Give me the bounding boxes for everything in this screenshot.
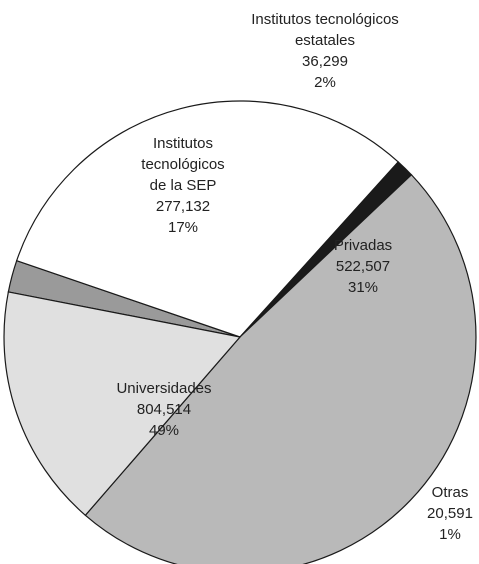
slice-name: tecnológicos (141, 156, 224, 173)
slice-percent: 1% (439, 526, 461, 543)
slice-name: Otras (432, 484, 469, 501)
slice-value: 277,132 (156, 198, 210, 215)
slice-name: Institutos tecnológicos (251, 11, 399, 28)
slice-label: Institutos tecnológicos de la SEP 277,132 17… (141, 135, 224, 236)
slice-value: 804,514 (137, 401, 191, 418)
pie-slice (3, 291, 242, 517)
slice-name: Privadas (334, 237, 392, 254)
slice-percent: 17% (168, 219, 198, 236)
slice-name: de la SEP (150, 177, 217, 194)
slice-name: Institutos (153, 135, 213, 152)
slice-label: Privadas 522,507 31% (334, 237, 392, 296)
slice-label: Institutos tecnológicos estatales 36,299 2% (251, 11, 399, 91)
slice-label: Otras 20,591 1% (427, 484, 473, 543)
pie-slice (15, 100, 400, 338)
slice-name: Universidades (116, 380, 211, 397)
slice-value: 522,507 (336, 258, 390, 275)
slice-percent: 49% (149, 422, 179, 439)
slice-percent: 2% (314, 74, 336, 91)
slice-name: estatales (295, 32, 355, 49)
slice-percent: 31% (348, 279, 378, 296)
slice-label: Universidades 804,514 49% (116, 380, 211, 439)
slice-value: 36,299 (302, 53, 348, 70)
slice-value: 20,591 (427, 505, 473, 522)
